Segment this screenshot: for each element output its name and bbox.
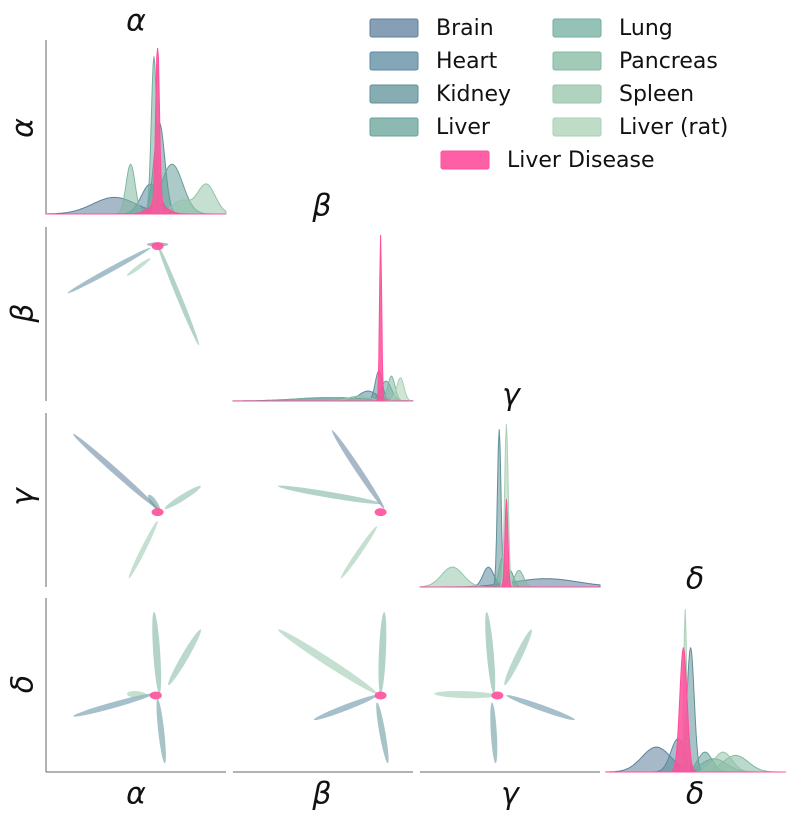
density-δ-liver-disease [606, 647, 786, 773]
legend-swatch-liver [369, 117, 419, 137]
scatter-δ-α-pancreas [168, 629, 202, 686]
scatter-γ-β-liver-disease [374, 508, 387, 517]
scatter-β-α-spleen [126, 258, 151, 276]
legend-swatch-spleen [552, 84, 602, 104]
scatter-γ-β-lung [278, 485, 381, 504]
scatter-δ-γ-lung [485, 611, 496, 694]
diag-title-delta: δ [686, 562, 704, 597]
scatter-β-α-lung [157, 244, 200, 346]
scatter-δ-β-lung [378, 611, 387, 694]
x-label-gamma: γ [501, 777, 521, 812]
diag-title-gamma: γ [502, 378, 522, 413]
legend-label-kidney: Kidney [436, 82, 511, 107]
scatter-δ-γ-kidney [490, 702, 498, 764]
density-γ-liver-rat- [420, 424, 600, 588]
legend-label-liver-disease: Liver Disease [507, 148, 655, 173]
scatter-δ-γ-pancreas [504, 629, 532, 686]
scatter-δ-β-heart [313, 695, 378, 721]
scatter-δ-α-heart [73, 693, 154, 717]
legend-label-liver: Liver [436, 115, 491, 140]
x-label-beta: β [311, 777, 331, 812]
density-γ-liver-disease [420, 498, 600, 588]
scatter-γ-α-brain [72, 433, 158, 509]
legend-label-heart: Heart [436, 49, 498, 74]
scatter-γ-α-liver-disease [151, 508, 164, 517]
legend-swatch-heart [369, 51, 419, 71]
x-label-alpha: α [126, 777, 146, 812]
legend-swatch-lung [552, 18, 602, 38]
scatter-γ-α-pancreas [164, 485, 201, 510]
scatter-γ-α-spleen [128, 520, 158, 579]
scatter-β-α-heart [67, 247, 151, 294]
legend-swatch-kidney [369, 84, 419, 104]
density-δ-kidney [606, 647, 786, 773]
legend-label-pancreas: Pancreas [619, 49, 718, 74]
y-label-alpha: α [6, 118, 41, 138]
scatter-δ-β-spleen [277, 629, 378, 694]
scatter-δ-β-liver-disease [374, 691, 387, 700]
legend-label-spleen: Spleen [619, 82, 694, 107]
legend-label-brain: Brain [436, 16, 494, 41]
y-label-gamma: γ [6, 486, 41, 506]
scatter-δ-α-kidney [156, 698, 166, 764]
scatter-δ-α-spleen [127, 691, 147, 699]
legend-swatch-liver-rat- [552, 117, 602, 137]
scatter-δ-γ-spleen [434, 690, 496, 699]
scatter-γ-β-brain [331, 430, 385, 509]
scatter-γ-α-kidney [148, 494, 160, 511]
x-label-delta: δ [686, 777, 704, 812]
scatter-δ-γ-heart [506, 695, 575, 721]
scatter-δ-β-kidney [376, 702, 389, 764]
legend-label-lung: Lung [619, 16, 673, 41]
scatter-γ-β-spleen [340, 526, 378, 579]
diag-title-beta: β [311, 189, 331, 224]
density-β-liver-disease [233, 234, 413, 402]
y-label-delta: δ [6, 675, 41, 693]
diag-title-alpha: α [126, 4, 146, 39]
scatter-δ-γ-liver-disease [491, 691, 504, 700]
density-α-liver-disease [46, 47, 226, 215]
legend-swatch-brain [369, 18, 419, 38]
legend-swatch-liver-disease [440, 150, 490, 170]
scatter-δ-α-liver-disease [149, 691, 162, 700]
scatter-δ-α-lung [152, 611, 162, 694]
legend-swatch-pancreas [552, 51, 602, 71]
legend-label-liver-rat-: Liver (rat) [619, 115, 728, 140]
scatter-β-α-liver-disease [151, 242, 164, 251]
y-label-beta: β [6, 303, 41, 323]
